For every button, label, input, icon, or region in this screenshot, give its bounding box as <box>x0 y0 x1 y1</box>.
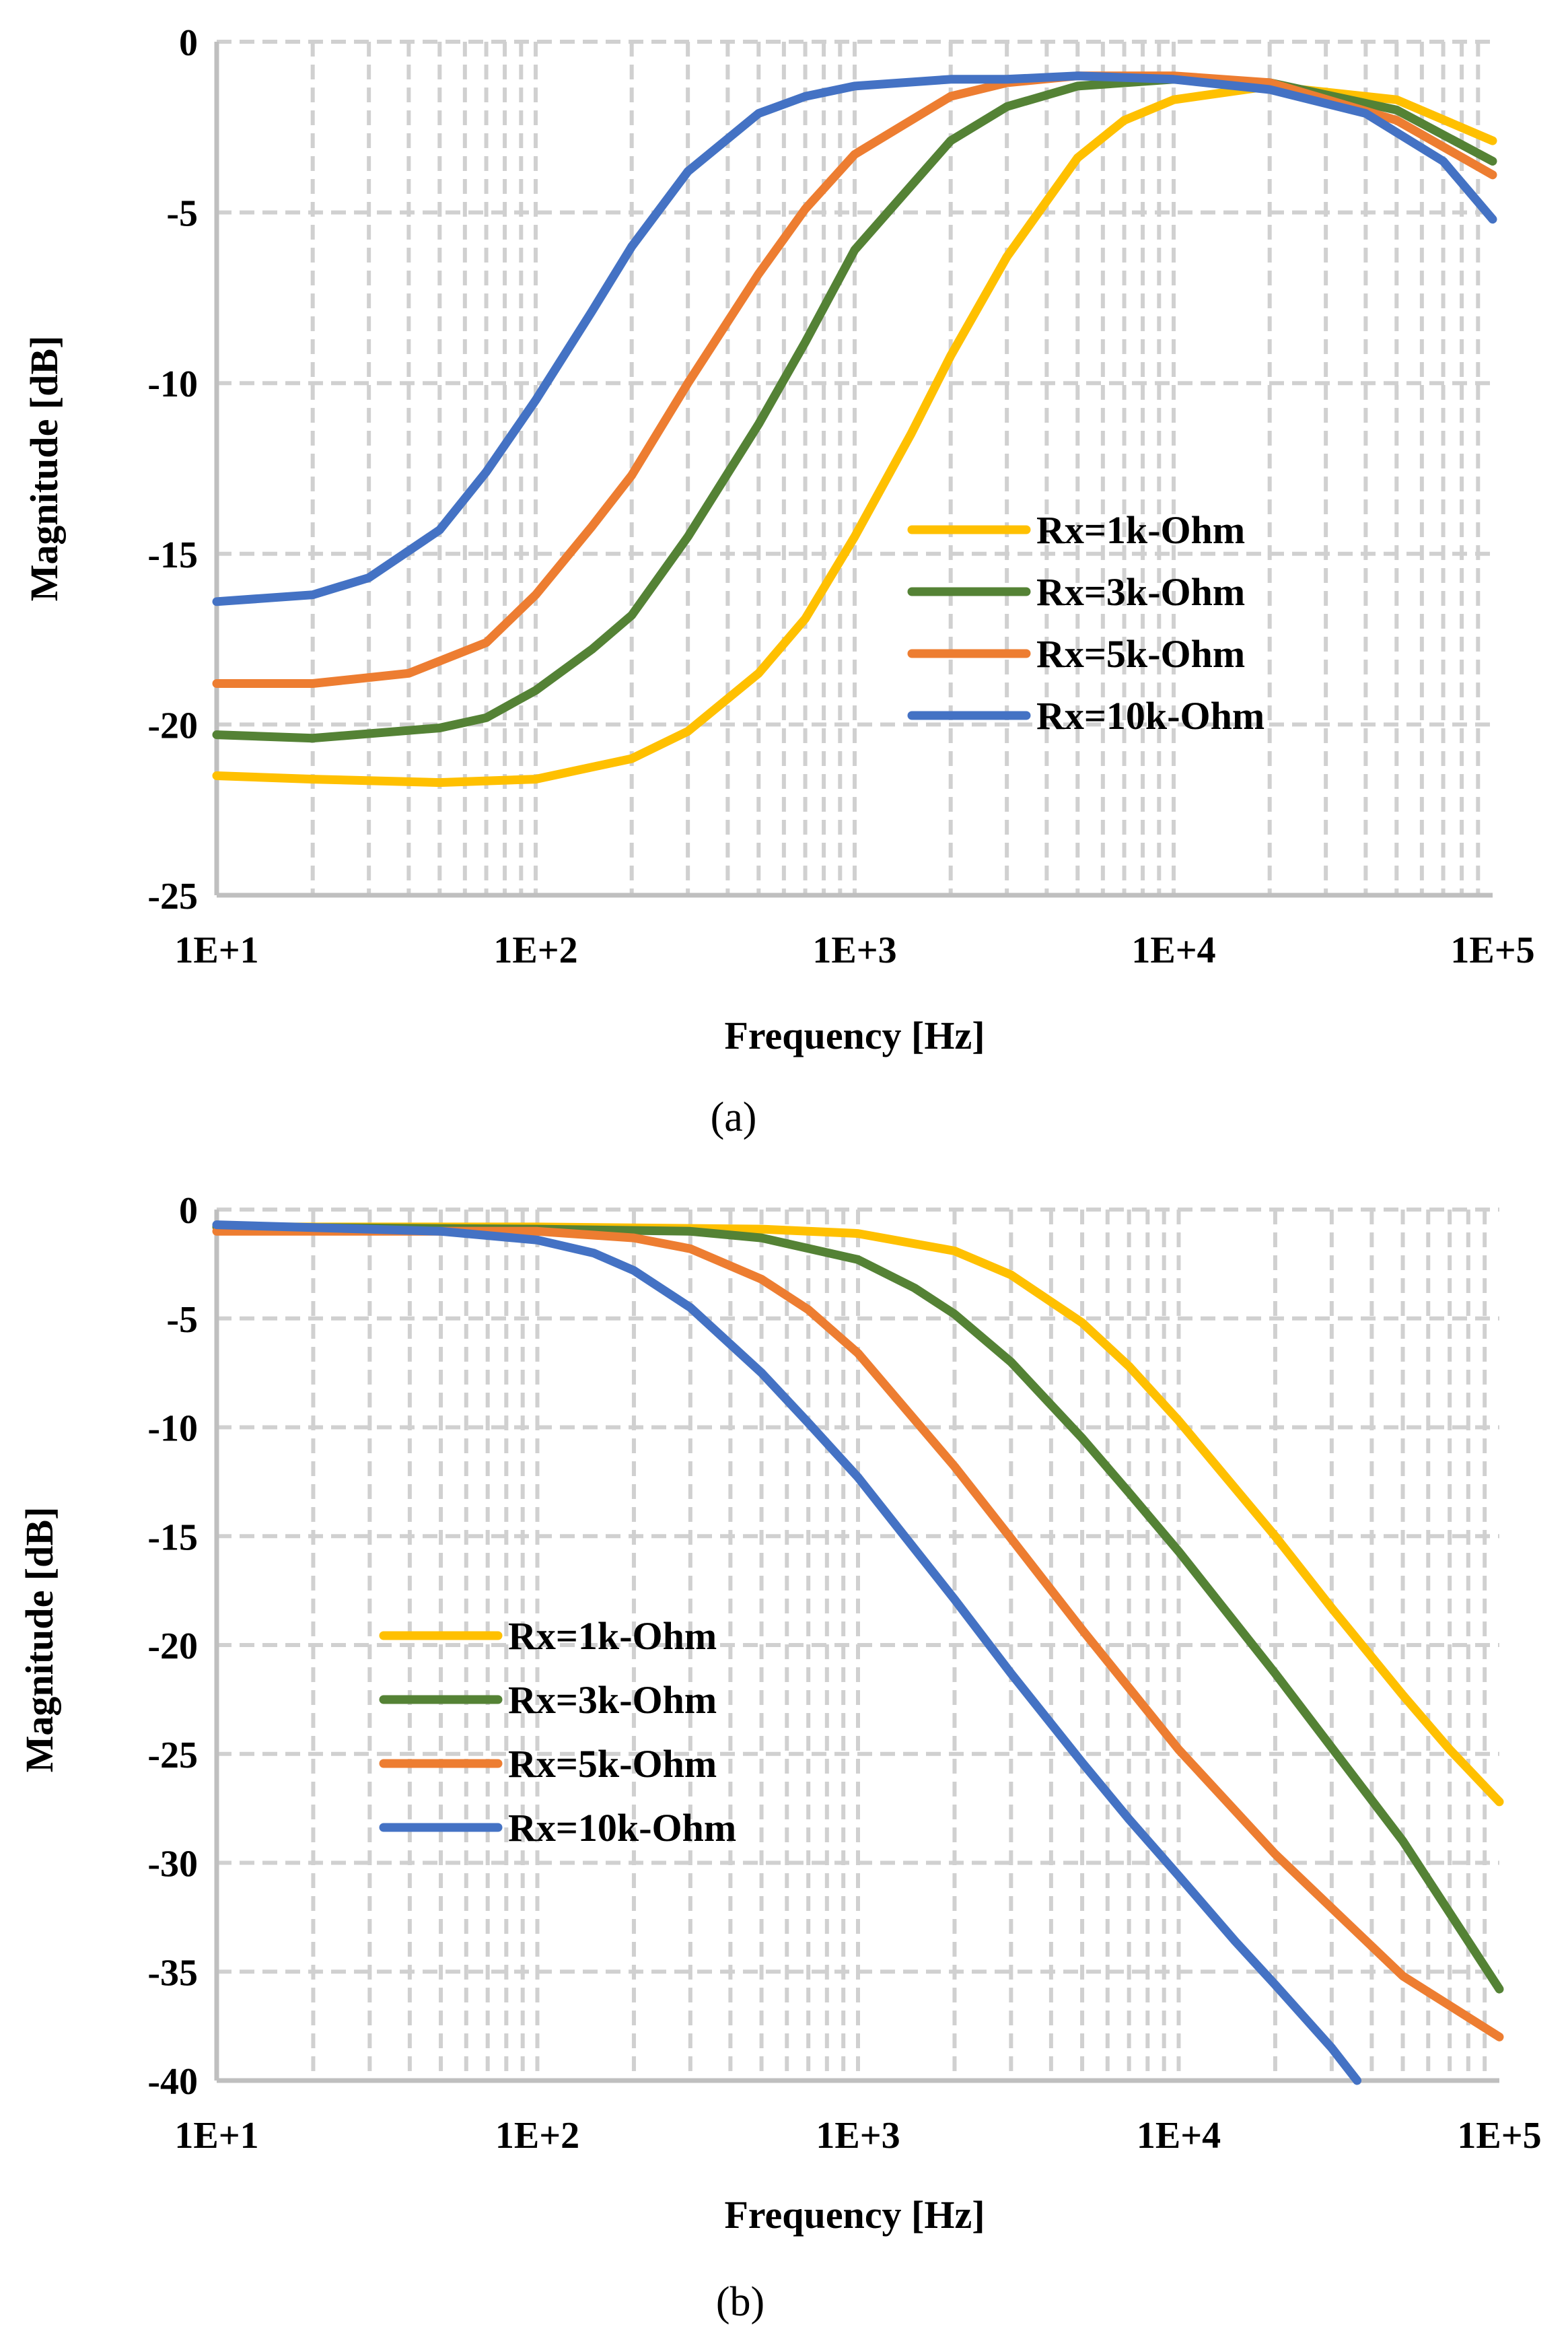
x-tick-labels-b: 1E+1 1E+2 1E+3 1E+4 1E+5 <box>174 2115 1541 2157</box>
x-tick-label: 1E+5 <box>1450 930 1534 971</box>
legend-label: Rx=3k-Ohm <box>1036 570 1245 614</box>
y-tick-label: -15 <box>147 1516 198 1558</box>
x-tick-label: 1E+3 <box>816 2115 900 2157</box>
y-tick-label: -20 <box>147 1626 198 1667</box>
y-tick-label: -15 <box>147 534 198 576</box>
y-tick-label: -10 <box>147 1408 198 1450</box>
y-tick-labels-b: 0 -5 -10 -15 -20 -25 -30 -35 -40 <box>147 1190 198 2103</box>
series-line-rx-10k-ohm <box>212 1220 1362 2085</box>
y-tick-labels-a: 0 -5 -10 -15 -20 -25 <box>147 22 198 917</box>
x-tick-label: 1E+4 <box>1131 930 1215 971</box>
chart-b: 0-5-10-15-20-25-30-35-40 1E+1 1E+2 1E+3 1E+… <box>17 1190 1542 2325</box>
y-tick-label: 0 <box>179 1190 198 1232</box>
legend-label: Rx=5k-Ohm <box>508 1742 717 1786</box>
caption-b: (b) <box>716 2279 764 2325</box>
legend-label: Rx=10k-Ohm <box>508 1806 736 1850</box>
legend-label: Rx=1k-Ohm <box>508 1614 717 1658</box>
legend-b: Rx=1k-Ohm Rx=3k-Ohm Rx=5k-Ohm Rx=10k-Ohm <box>379 1614 736 1850</box>
x-tick-label: 1E+5 <box>1457 2115 1541 2157</box>
legend-a: Rx=1k-Ohm Rx=3k-Ohm Rx=5k-Ohm Rx=10k-Ohm <box>907 508 1264 738</box>
y-tick-label: -5 <box>166 193 198 235</box>
y-tick-label: -35 <box>147 1952 198 1994</box>
y-tick-label: 0 <box>179 22 198 64</box>
y-tick-label: -25 <box>147 1735 198 1776</box>
legend-label: Rx=10k-Ohm <box>1036 694 1264 738</box>
x-tick-label: 1E+1 <box>174 2115 258 2157</box>
y-tick-label: -5 <box>166 1299 198 1341</box>
y-axis-label-b: Magnitude [dB] <box>17 1507 61 1773</box>
x-tick-label: 1E+3 <box>812 930 896 971</box>
x-axis-label-b: Frequency [Hz] <box>724 2193 985 2237</box>
x-tick-label: 1E+2 <box>493 930 577 971</box>
x-tick-label: 1E+2 <box>495 2115 579 2157</box>
y-tick-label: -20 <box>147 705 198 746</box>
x-tick-label: 1E+1 <box>174 930 258 971</box>
x-axis-label-a: Frequency [Hz] <box>724 1014 985 1057</box>
series-layer-a <box>212 71 1497 788</box>
y-axis-label-a: Magnitude [dB] <box>22 336 66 602</box>
grid-b <box>217 1208 1499 2081</box>
y-tick-label: -25 <box>147 876 198 917</box>
legend-label: Rx=5k-Ohm <box>1036 632 1245 676</box>
chart-a: 0 -5 -10 -15 -20 -25 1E+1 1E+2 1E+3 1E+4 1E+5 Mag… <box>22 22 1535 1140</box>
axes-a <box>214 42 1493 898</box>
series-line-rx-3k-ohm <box>212 1222 1504 1994</box>
axes-b <box>214 1210 1499 2083</box>
x-tick-label: 1E+4 <box>1137 2115 1221 2157</box>
series-line-rx-1k-ohm <box>212 81 1497 788</box>
caption-a: (a) <box>711 1094 757 1140</box>
series-layer-b <box>212 1220 1504 2085</box>
y-tick-label: -40 <box>147 2061 198 2103</box>
x-tick-labels-a: 1E+1 1E+2 1E+3 1E+4 1E+5 <box>174 930 1534 971</box>
series-line-rx-5k-ohm <box>212 1226 1504 2041</box>
series-line-rx-10k-ohm <box>212 71 1497 606</box>
series-line-rx-1k-ohm <box>212 1222 1504 1807</box>
legend-label: Rx=1k-Ohm <box>1036 508 1245 552</box>
y-tick-label: -10 <box>147 363 198 405</box>
y-tick-label: -30 <box>147 1844 198 1885</box>
legend-label: Rx=3k-Ohm <box>508 1678 717 1722</box>
